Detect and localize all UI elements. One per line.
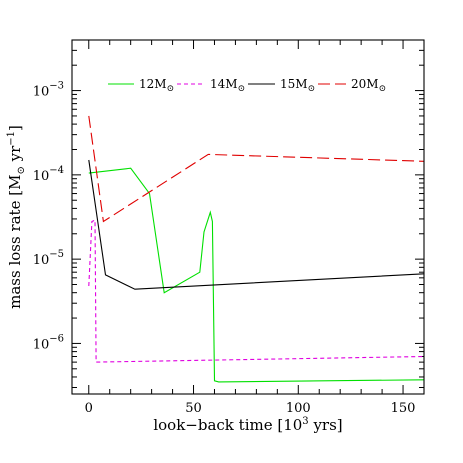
tick-label-layer: 0 50 100 150 10−6 10−5 10−4 10−3: [33, 81, 416, 416]
series-line-12m: [88, 167, 424, 383]
y-axis-label: mass loss rate [M⊙ yr−1]: [6, 125, 27, 309]
series-line-15m: [88, 159, 424, 290]
legend-label: 20M⊙: [351, 77, 386, 94]
y-tick-label: 10−3: [33, 81, 64, 100]
legend-label: 12M⊙: [139, 77, 174, 94]
tick-layer: [72, 40, 425, 394]
x-tick-label: 50: [185, 401, 202, 416]
x-tick-label: 150: [391, 401, 416, 416]
y-tick-label: 10−5: [33, 249, 64, 268]
x-tick-label: 0: [85, 401, 93, 416]
legend: 12M⊙ 14M⊙ 15M⊙ 20M⊙: [108, 77, 386, 94]
y-tick-label: 10−4: [33, 165, 64, 184]
legend-label: 15M⊙: [280, 77, 315, 94]
x-axis-label: look−back time [103 yrs]: [153, 416, 342, 434]
series-line-20m: [88, 115, 424, 223]
series-layer: [88, 115, 424, 383]
legend-label: 14M⊙: [210, 77, 245, 94]
plot-frame: [71, 39, 425, 395]
y-tick-label: 10−6: [33, 333, 64, 352]
x-tick-label: 100: [286, 401, 311, 416]
series-line-14m: [88, 219, 424, 363]
